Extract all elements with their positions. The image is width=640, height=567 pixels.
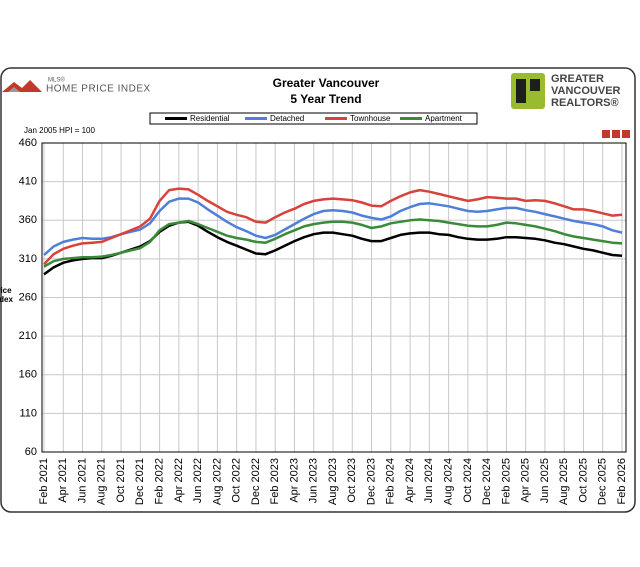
y-tick-label: 460 xyxy=(19,137,37,149)
legend-label: Townhouse xyxy=(350,114,391,123)
x-tick-label: Jun 2022 xyxy=(192,458,204,503)
logo-roof-inner xyxy=(8,87,20,92)
brand-mark-inner xyxy=(530,79,540,91)
chart-subtitle: 5 Year Trend xyxy=(290,92,361,106)
x-tick-label: Aug 2025 xyxy=(558,458,570,505)
x-tick-label: Oct 2021 xyxy=(115,458,127,503)
x-tick-label: Oct 2022 xyxy=(231,458,243,503)
y-axis-label: Price xyxy=(0,286,12,295)
y-tick-label: 360 xyxy=(19,214,37,226)
x-tick-label: Apr 2024 xyxy=(404,458,416,503)
brand-text: VANCOUVER xyxy=(551,85,621,97)
y-tick-label: 160 xyxy=(19,369,37,381)
logo-small: MLS® xyxy=(48,77,65,84)
plot-border xyxy=(41,142,627,453)
x-tick-label: Dec 2021 xyxy=(134,458,146,505)
x-tick-label: Apr 2021 xyxy=(57,458,69,503)
x-tick-label: Jun 2021 xyxy=(76,458,88,503)
chart-title: Greater Vancouver xyxy=(273,76,380,90)
x-tick-label: Oct 2023 xyxy=(346,458,358,503)
x-tick-label: Dec 2025 xyxy=(597,458,609,505)
y-tick-label: 60 xyxy=(25,446,37,458)
icon xyxy=(622,130,630,138)
y-tick-label: 310 xyxy=(19,253,37,265)
series-line xyxy=(43,218,623,268)
logo-text: HOME PRICE INDEX xyxy=(46,84,151,95)
x-tick-label: Jun 2024 xyxy=(423,458,435,503)
series-line xyxy=(43,187,623,266)
x-tick-label: Aug 2021 xyxy=(96,458,108,505)
x-tick-label: Feb 2025 xyxy=(500,458,512,504)
x-tick-label: Dec 2022 xyxy=(250,458,262,505)
y-tick-label: 110 xyxy=(19,407,37,419)
index-note: Jan 2005 HPI = 100 xyxy=(24,126,95,135)
x-tick-label: Dec 2023 xyxy=(365,458,377,505)
x-tick-label: Aug 2023 xyxy=(327,458,339,505)
y-tick-label: 210 xyxy=(19,330,37,342)
brand-mark-inner xyxy=(516,79,526,103)
x-tick-label: Apr 2022 xyxy=(173,458,185,503)
y-tick-label: 260 xyxy=(19,291,37,303)
icon xyxy=(612,130,620,138)
x-tick-label: Jun 2023 xyxy=(308,458,320,503)
x-tick-label: Feb 2024 xyxy=(385,458,397,504)
x-tick-label: Aug 2022 xyxy=(211,458,223,505)
x-tick-label: Feb 2023 xyxy=(269,458,281,504)
x-tick-label: Feb 2021 xyxy=(38,458,50,504)
brand-text: GREATER xyxy=(551,73,604,85)
legend xyxy=(149,112,478,125)
x-tick-label: Aug 2024 xyxy=(443,458,455,505)
x-tick-label: Feb 2026 xyxy=(616,458,628,504)
y-axis-label: Index xyxy=(0,295,13,304)
x-tick-label: Feb 2022 xyxy=(154,458,166,504)
icon xyxy=(602,130,610,138)
x-tick-label: Dec 2024 xyxy=(481,458,493,505)
x-tick-label: Apr 2025 xyxy=(520,458,532,503)
x-tick-label: Oct 2024 xyxy=(462,458,474,503)
y-tick-label: 410 xyxy=(19,176,37,188)
x-tick-label: Oct 2025 xyxy=(577,458,589,503)
brand-logo: GREATER VANCOUVER REALTORS® xyxy=(511,73,621,109)
legend-label: Detached xyxy=(270,114,304,123)
series-line xyxy=(43,220,623,276)
x-tick-label: Jun 2025 xyxy=(539,458,551,503)
mls-logo: MLS® HOME PRICE INDEX xyxy=(2,77,151,95)
corner-icons xyxy=(602,130,630,138)
legend-label: Residential xyxy=(190,114,230,123)
brand-text: REALTORS® xyxy=(551,97,619,109)
legend-label: Apartment xyxy=(425,114,463,123)
series-line xyxy=(43,197,623,256)
x-tick-label: Apr 2023 xyxy=(288,458,300,503)
